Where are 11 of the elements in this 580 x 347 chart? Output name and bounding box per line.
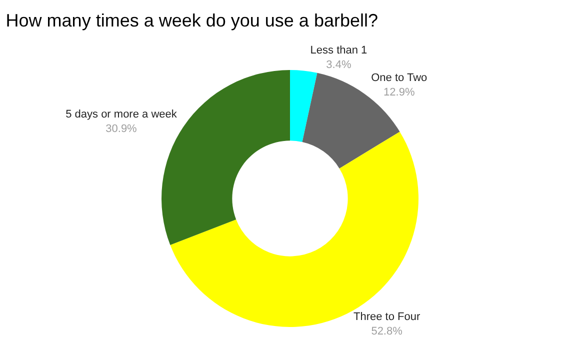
slice-label: Less than 1 <box>310 44 368 57</box>
slice-label: Three to Four <box>353 311 420 324</box>
donut-slice <box>290 70 318 142</box>
donut-slice <box>170 132 418 327</box>
data-label: 12.9% <box>384 86 415 98</box>
slice-label: 5 days or more a week <box>66 108 178 121</box>
data-label: 3.4% <box>326 58 352 71</box>
slice-label: One to Two <box>371 72 428 84</box>
data-label: 52.8% <box>371 325 403 338</box>
chart-title: How many times a week do you use a barbell? <box>6 10 378 30</box>
data-label: 30.9% <box>106 122 138 135</box>
